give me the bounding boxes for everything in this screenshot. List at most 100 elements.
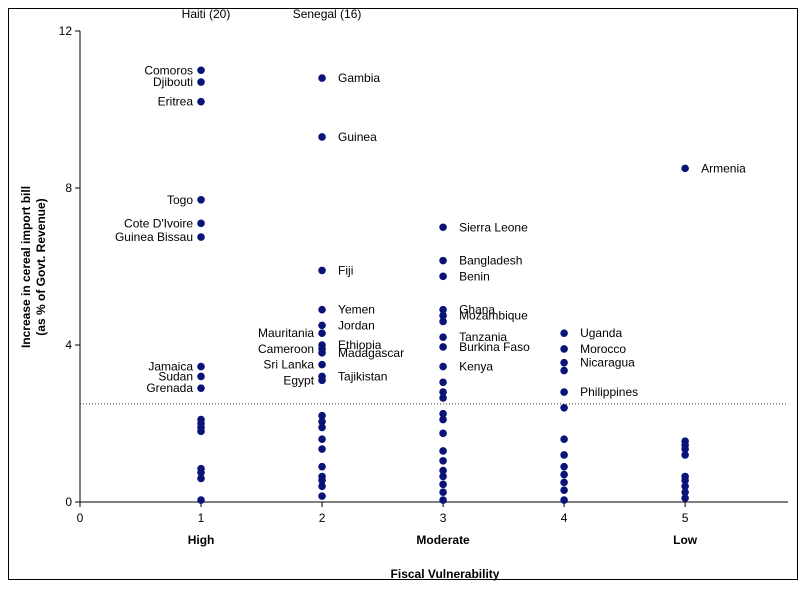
data-point xyxy=(318,349,326,357)
data-point xyxy=(439,415,447,424)
data-point xyxy=(439,272,447,281)
point-label: Mauritania xyxy=(258,326,314,340)
data-point xyxy=(318,74,326,82)
point-label: Philippines xyxy=(580,385,638,399)
point-label: Guinea xyxy=(338,130,377,144)
data-point xyxy=(318,321,326,330)
point-label: Benin xyxy=(459,269,490,283)
x-tick-label: 5 xyxy=(682,511,689,525)
data-point xyxy=(560,486,568,495)
data-point xyxy=(439,311,447,320)
point-label: Ghana xyxy=(459,303,495,317)
data-point xyxy=(439,378,447,387)
data-point xyxy=(560,329,568,338)
point-label: Comoros xyxy=(144,63,193,77)
y-axis-title-line-1: Increase in cereal import bill xyxy=(19,186,33,348)
data-point xyxy=(197,474,205,483)
point-label: Uganda xyxy=(580,326,622,340)
offscale-label: Senegal (16) xyxy=(293,7,362,21)
point-label: Morocco xyxy=(580,342,626,356)
point-label: Gambia xyxy=(338,71,380,85)
point-label: Madagascar xyxy=(338,346,404,360)
x-tick-label: 4 xyxy=(561,511,568,525)
data-point xyxy=(197,362,205,371)
data-point xyxy=(560,478,568,487)
data-point xyxy=(439,480,447,489)
point-label: Jamaica xyxy=(148,360,193,374)
point-label: Jordan xyxy=(338,318,375,332)
data-point xyxy=(439,343,447,351)
point-label: Grenada xyxy=(146,381,193,395)
data-point xyxy=(439,256,447,265)
data-point xyxy=(560,345,568,353)
data-point xyxy=(439,447,447,455)
point-label: Fiji xyxy=(338,263,353,277)
data-point xyxy=(560,451,568,459)
y-tick-label: 0 xyxy=(65,495,72,509)
point-label: Sierra Leone xyxy=(459,220,528,234)
data-point xyxy=(681,494,689,502)
data-point xyxy=(560,404,568,412)
data-point xyxy=(439,388,447,396)
y-axis-title-line-2: (as % of Govt. Revenue) xyxy=(34,198,48,335)
point-label: Togo xyxy=(167,193,193,207)
data-point xyxy=(197,219,205,228)
x-tick-label: 0 xyxy=(77,511,84,525)
point-label: Egypt xyxy=(283,373,314,387)
point-label: Yemen xyxy=(338,303,375,317)
point-label: Armenia xyxy=(701,161,746,175)
point-label: Sudan xyxy=(158,369,193,383)
y-tick-label: 4 xyxy=(65,338,72,352)
data-point xyxy=(560,358,568,367)
data-point xyxy=(318,360,326,369)
y-tick-label: 12 xyxy=(59,24,73,38)
data-point xyxy=(197,468,205,477)
point-label: Kenya xyxy=(459,360,493,374)
category-label: Low xyxy=(673,533,698,547)
data-point xyxy=(560,435,568,444)
point-label: Tajikistan xyxy=(338,369,387,383)
data-point xyxy=(439,394,447,402)
data-point xyxy=(197,496,205,504)
data-point xyxy=(439,305,447,314)
y-tick-label: 8 xyxy=(65,181,72,195)
category-label: Moderate xyxy=(416,533,470,547)
data-point xyxy=(560,388,568,396)
data-point xyxy=(318,476,326,485)
data-point xyxy=(197,78,205,86)
data-point xyxy=(318,423,326,432)
data-point xyxy=(439,362,447,371)
point-label: Djibouti xyxy=(153,75,193,89)
x-axis-title: Fiscal Vulnerability xyxy=(391,567,500,581)
data-point xyxy=(681,488,689,496)
x-tick-label: 3 xyxy=(440,511,447,525)
data-point xyxy=(439,466,447,475)
chart-frame xyxy=(8,8,798,580)
point-label: Cote D'Ivoire xyxy=(124,216,193,230)
data-point xyxy=(197,97,205,106)
data-point xyxy=(318,482,326,491)
data-point xyxy=(318,376,326,385)
point-label: Bangladesh xyxy=(459,254,522,268)
points-layer xyxy=(197,66,689,504)
data-point xyxy=(318,305,326,314)
data-point xyxy=(439,456,447,465)
data-point xyxy=(318,435,326,444)
point-label: Ethiopia xyxy=(338,338,382,352)
x-tick-label: 1 xyxy=(198,511,205,525)
data-point xyxy=(318,411,326,420)
data-point xyxy=(681,482,689,491)
offscale-label: Haiti (20) xyxy=(182,7,231,21)
point-label: Tanzania xyxy=(459,330,507,344)
data-point xyxy=(318,445,326,453)
point-label: Cameroon xyxy=(258,342,314,356)
point-label: Burkina Faso xyxy=(459,340,530,354)
data-point xyxy=(318,462,326,471)
point-label: Guinea Bissau xyxy=(115,230,193,244)
data-point xyxy=(439,223,447,232)
data-point xyxy=(197,372,205,381)
category-label: High xyxy=(188,533,215,547)
data-point xyxy=(318,266,326,275)
